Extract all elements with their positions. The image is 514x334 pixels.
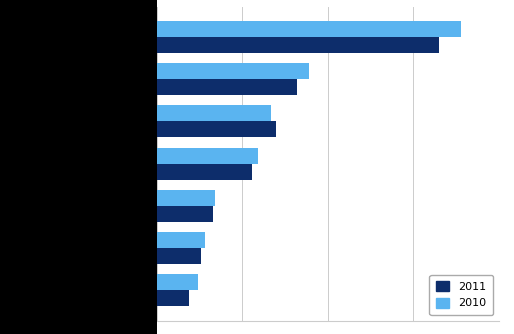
Bar bbox=[157, 79, 297, 95]
Bar bbox=[157, 206, 213, 222]
Bar bbox=[157, 274, 198, 290]
Bar bbox=[157, 164, 252, 180]
Bar bbox=[157, 37, 439, 53]
Bar bbox=[157, 190, 215, 206]
Bar bbox=[157, 148, 258, 164]
Bar bbox=[157, 232, 205, 248]
Bar bbox=[157, 122, 277, 138]
Bar bbox=[157, 106, 271, 122]
Bar bbox=[157, 290, 189, 306]
Legend: 2011, 2010: 2011, 2010 bbox=[429, 275, 493, 315]
Bar bbox=[157, 21, 461, 37]
Bar bbox=[157, 63, 309, 79]
Bar bbox=[157, 248, 201, 264]
